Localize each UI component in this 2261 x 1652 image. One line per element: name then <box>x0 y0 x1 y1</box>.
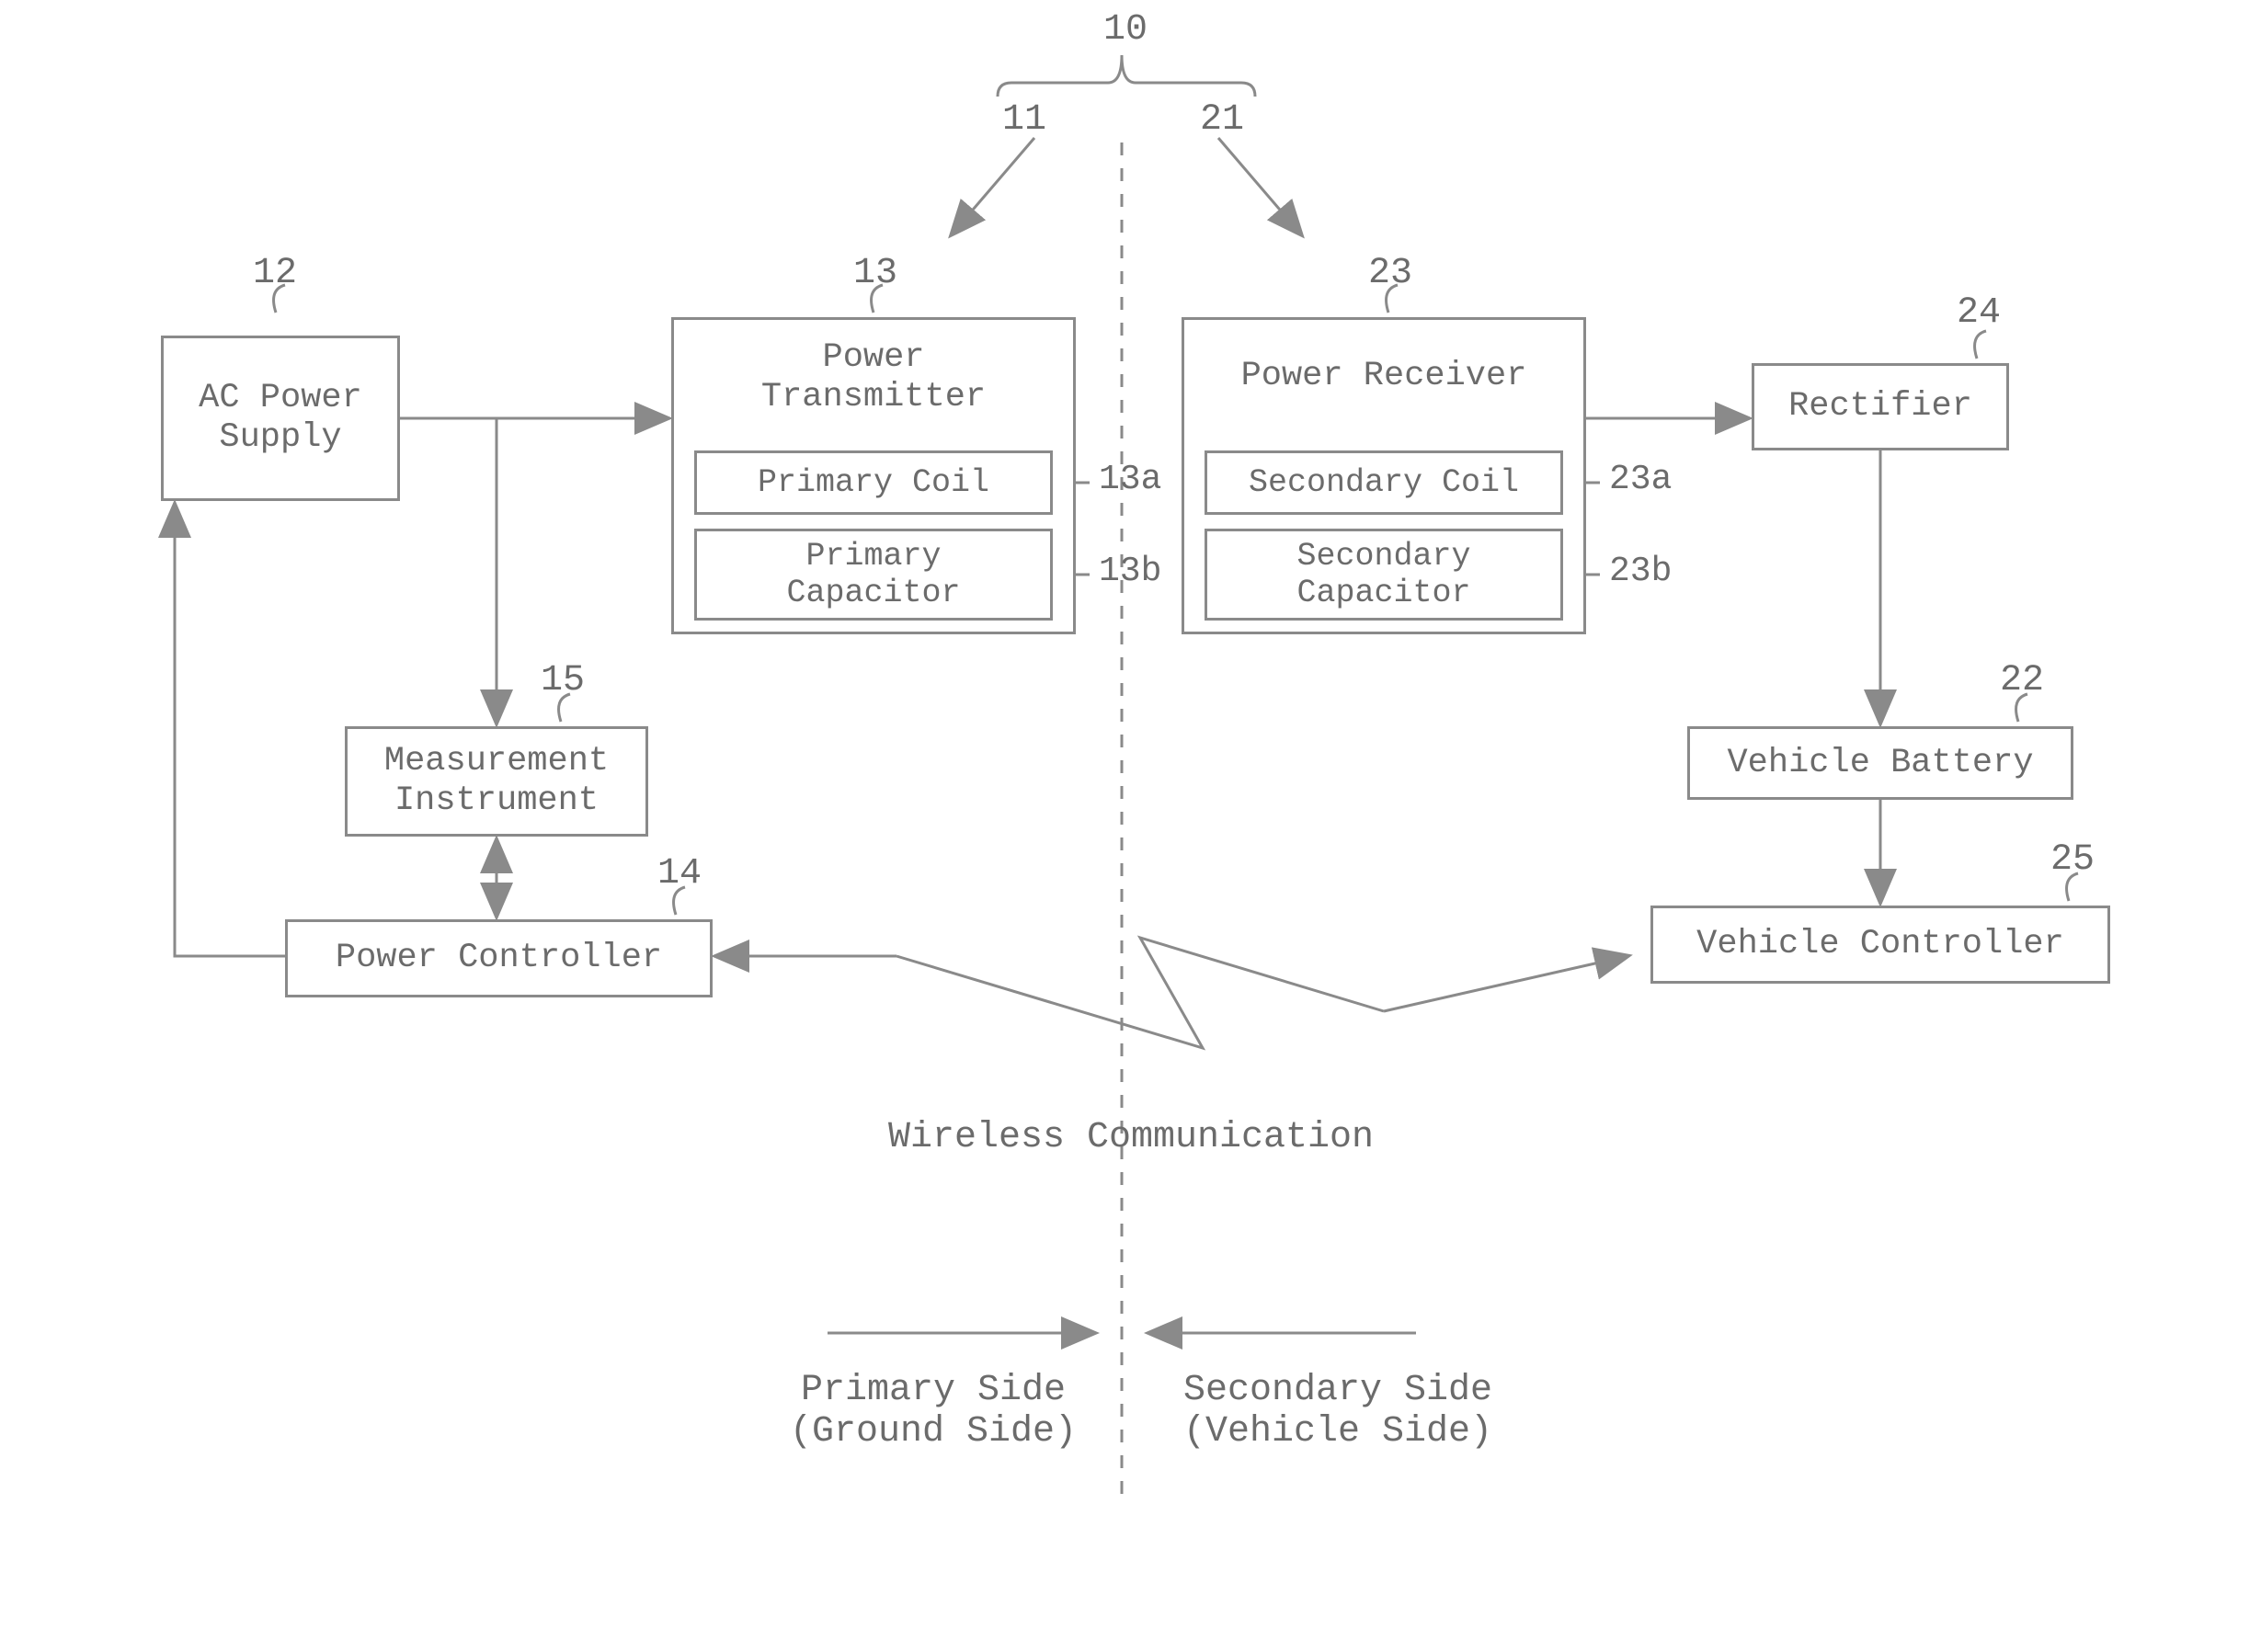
ref-system: 10 <box>1103 9 1148 51</box>
power-controller-box: Power Controller <box>285 919 713 997</box>
connections-layer <box>0 0 2261 1652</box>
ref-12: 12 <box>253 253 297 294</box>
primary-coil-box: Primary Coil <box>694 450 1053 515</box>
secondary-coil-box: Secondary Coil <box>1205 450 1563 515</box>
ref-14: 14 <box>657 853 702 894</box>
power-transmitter-title: Power Transmitter <box>674 338 1073 416</box>
ref-22: 22 <box>2000 660 2044 701</box>
measurement-instrument-box: Measurement Instrument <box>345 726 648 837</box>
rectifier-box: Rectifier <box>1752 363 2009 450</box>
ref-15: 15 <box>541 660 585 701</box>
vehicle-battery-box: Vehicle Battery <box>1687 726 2073 800</box>
ref-23b: 23b <box>1609 552 1672 591</box>
secondary-side-label: Secondary Side (Vehicle Side) <box>1154 1370 1522 1453</box>
ref-25: 25 <box>2050 839 2095 881</box>
ref-13b: 13b <box>1099 552 1161 591</box>
power-receiver-title: Power Receiver <box>1184 357 1583 396</box>
ref-24: 24 <box>1957 292 2001 334</box>
primary-side-label: Primary Side (Ground Side) <box>768 1370 1099 1453</box>
primary-capacitor-box: Primary Capacitor <box>694 529 1053 621</box>
ref-23: 23 <box>1368 253 1412 294</box>
ref-21: 21 <box>1200 99 1244 141</box>
ref-23a: 23a <box>1609 460 1672 499</box>
vehicle-controller-box: Vehicle Controller <box>1650 906 2110 984</box>
ref-11: 11 <box>1002 99 1046 141</box>
ref-13: 13 <box>853 253 897 294</box>
secondary-capacitor-box: Secondary Capacitor <box>1205 529 1563 621</box>
ac-power-supply-box: AC Power Supply <box>161 336 400 501</box>
wireless-communication-label: Wireless Communication <box>874 1117 1388 1158</box>
ref-13a: 13a <box>1099 460 1161 499</box>
diagram-canvas: AC Power Supply Power Transmitter Primar… <box>0 0 2261 1652</box>
